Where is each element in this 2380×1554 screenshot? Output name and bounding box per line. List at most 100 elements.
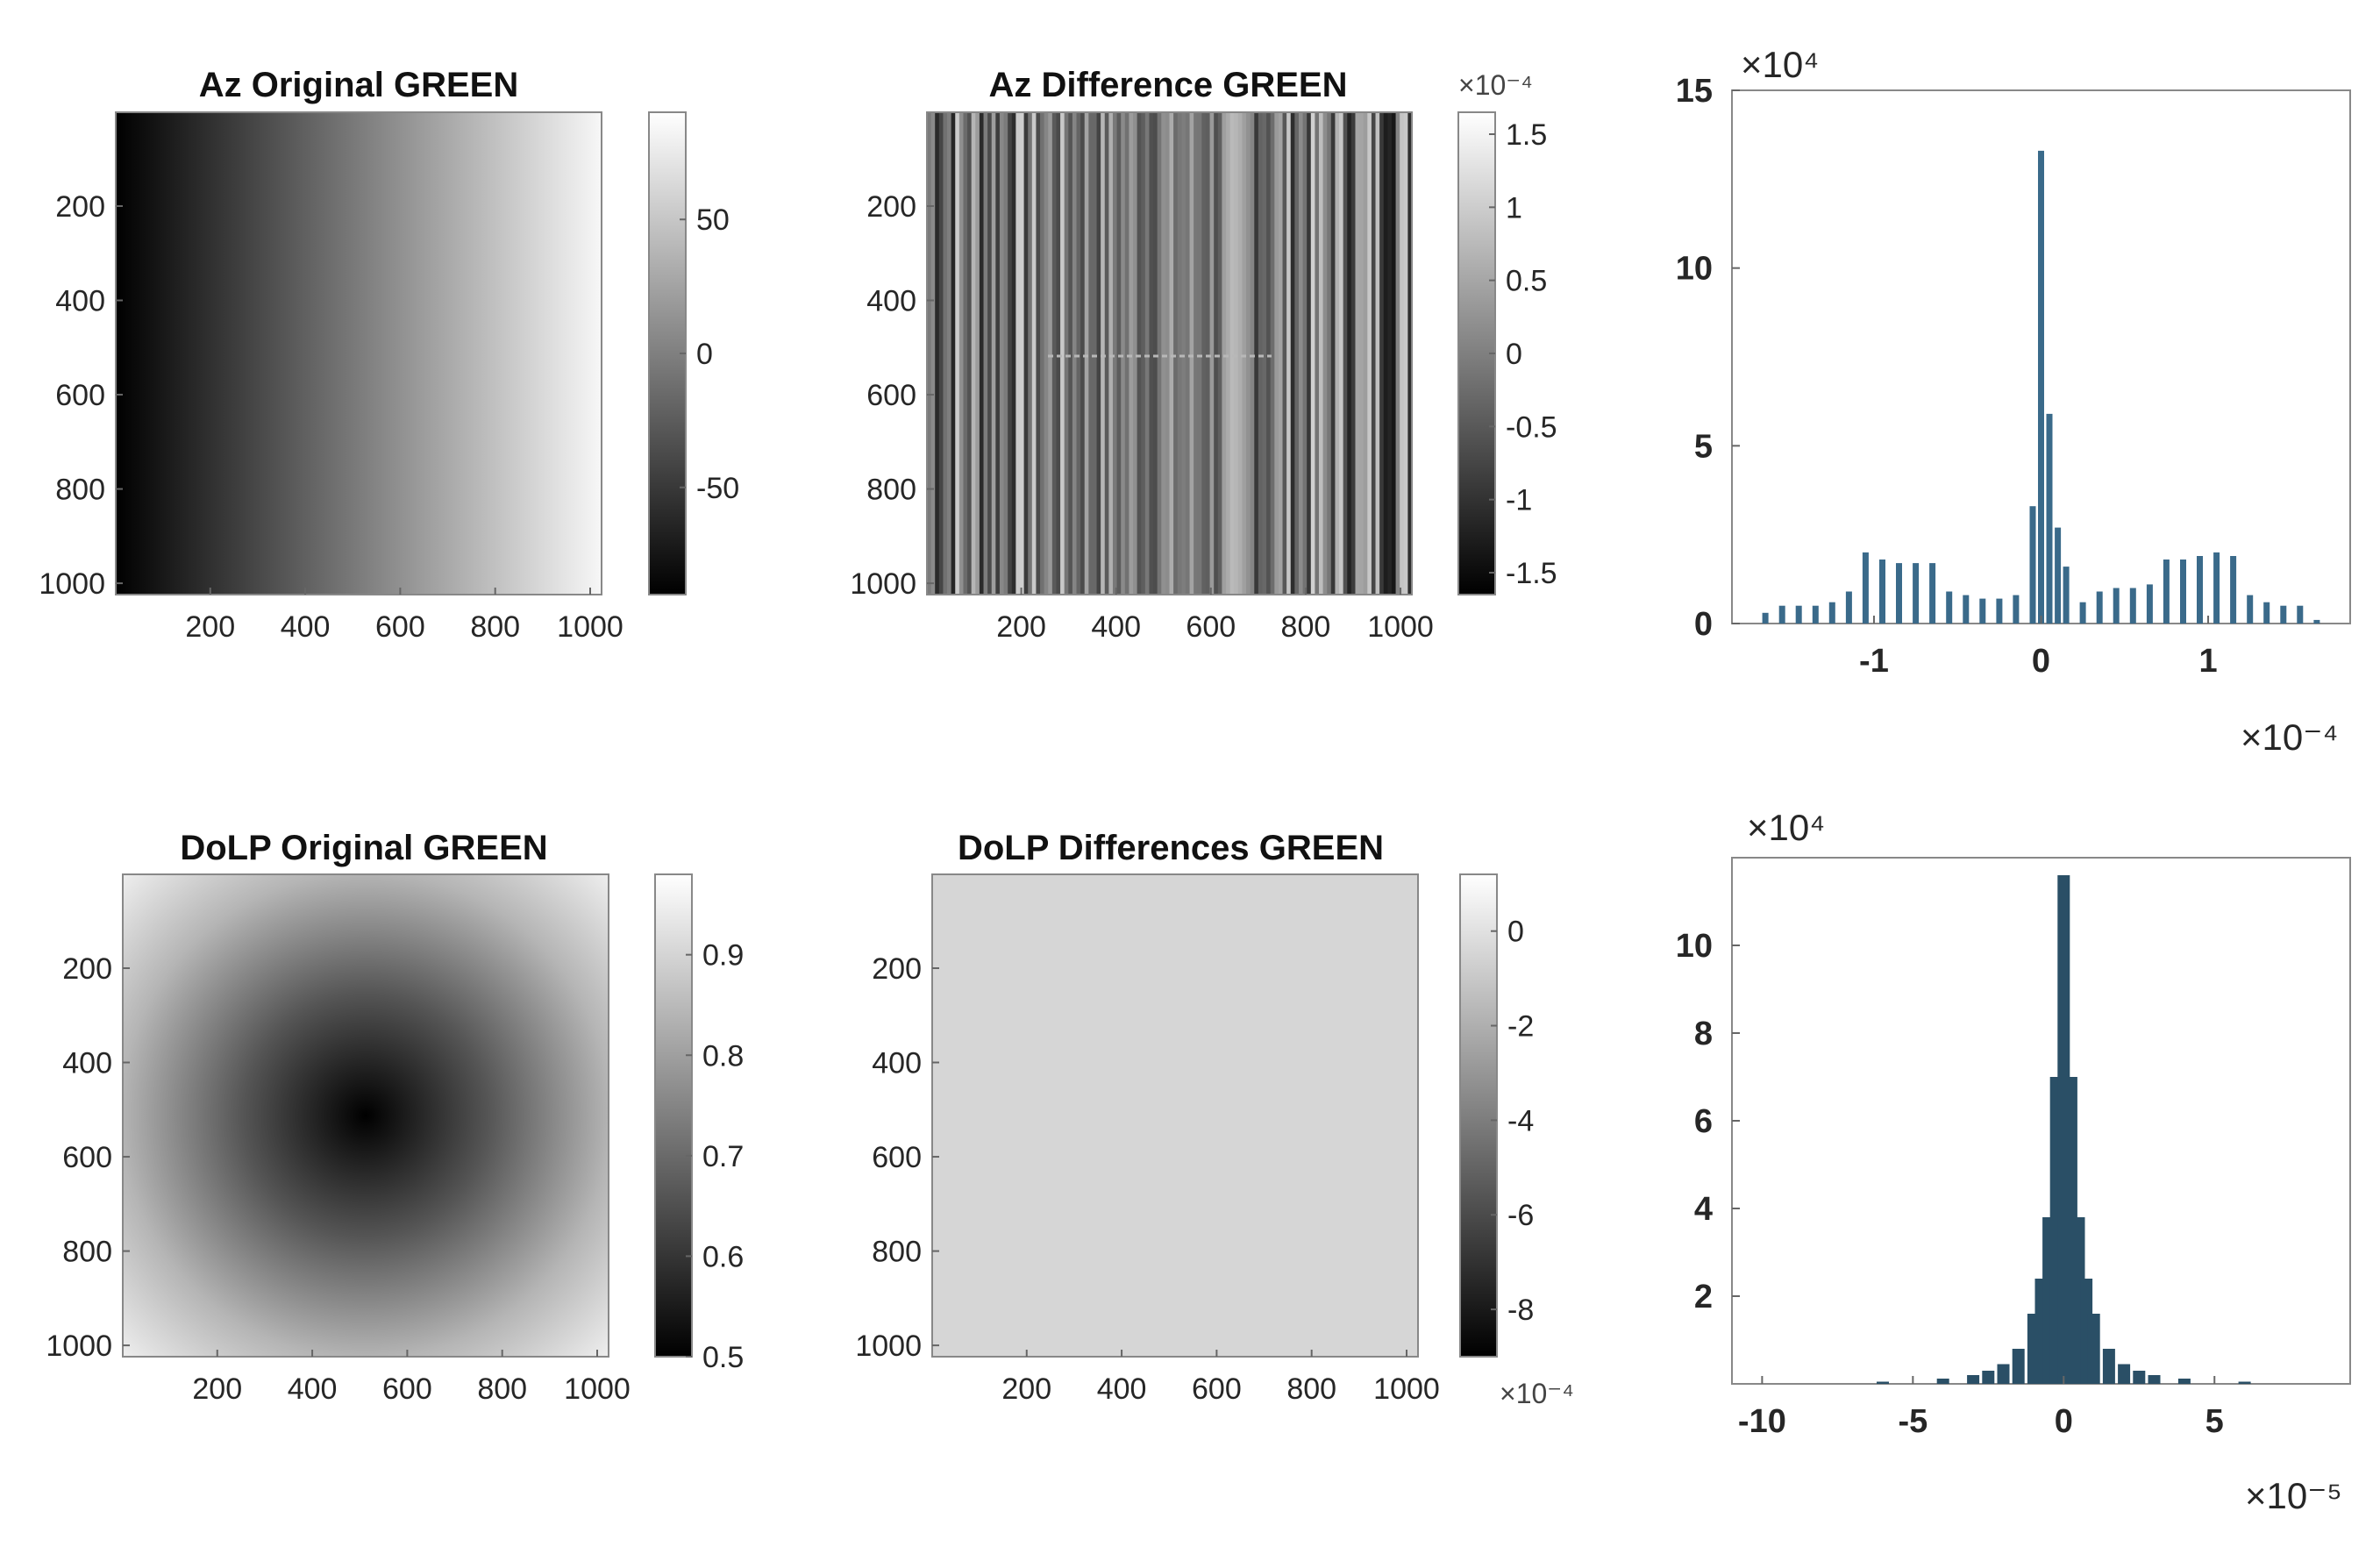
histogram-bar (2102, 1349, 2115, 1384)
histogram-bar (2096, 591, 2103, 624)
y-tick-label: 200 (62, 952, 112, 986)
stripe (1205, 112, 1211, 595)
x-tick-label: 1000 (557, 610, 624, 644)
histogram-bar (2230, 556, 2237, 624)
histogram-bar (2029, 506, 2036, 624)
axes-frame (122, 873, 609, 1358)
x-tick-label: 1000 (1373, 1372, 1440, 1406)
x-tick-label: 200 (996, 610, 1046, 644)
stripe (1181, 112, 1186, 595)
y-tick-label: 800 (55, 474, 105, 507)
stripe (1375, 112, 1380, 595)
histogram-bar (2297, 605, 2304, 624)
histogram-bar (1996, 598, 2003, 624)
stripe (1319, 112, 1324, 595)
stripe (1189, 112, 1194, 595)
x-tick-label: 0 (2055, 1403, 2073, 1440)
histogram-bar (2046, 413, 2053, 624)
x-tick-label: 200 (185, 610, 235, 644)
stripe (1237, 112, 1243, 595)
y-tick-label: 200 (872, 952, 922, 986)
stripe (1137, 112, 1142, 595)
histogram-bar (2180, 560, 2186, 624)
stripe (1144, 112, 1151, 595)
x-tick-label: 800 (1281, 610, 1331, 644)
stripe (1355, 112, 1360, 595)
histogram-bar (2313, 619, 2320, 624)
histogram-bar (2055, 527, 2062, 624)
stripe (1028, 112, 1033, 595)
panel-az-original: Az Original GREEN 200 400 600 800 1000 200 40… (39, 66, 739, 644)
stripe (1307, 112, 1312, 595)
histogram-bar (1879, 560, 1885, 624)
colorbar-tick-label: 0.9 (702, 939, 744, 973)
histogram-bar (2197, 556, 2203, 624)
stripe (1315, 112, 1320, 595)
y-tick-label: 5 (1694, 428, 1713, 465)
stripe (1391, 112, 1397, 595)
y-tick-label: 400 (872, 1047, 922, 1080)
stripe (1229, 112, 1235, 595)
stripe (1395, 112, 1400, 595)
stripe (1298, 112, 1304, 595)
y-tick-label: 4 (1694, 1191, 1713, 1228)
histogram-bar (2113, 588, 2120, 624)
stripe (971, 112, 976, 595)
stripe (1051, 112, 1058, 595)
x-tick-label: 200 (1001, 1372, 1051, 1406)
x-tick-label: 600 (1186, 610, 1236, 644)
stripe (967, 112, 973, 595)
stripe (1124, 112, 1130, 595)
stripe (1116, 112, 1122, 595)
y-tick-label: 1000 (46, 1329, 112, 1363)
stripe (1242, 112, 1247, 595)
stripe (1064, 112, 1069, 595)
stripe (1197, 112, 1202, 595)
histogram-bar (1967, 1375, 1980, 1384)
histogram-bar (1997, 1364, 2010, 1384)
stripe (1173, 112, 1179, 595)
stripe (1270, 112, 1275, 595)
y-tick-label: 400 (55, 285, 105, 318)
colorbar-tick-label: 0.6 (702, 1240, 744, 1273)
histogram-bar (2148, 1375, 2161, 1384)
stripe (1350, 112, 1357, 595)
colorbar-tick-label: 50 (696, 203, 730, 237)
stripe (1302, 112, 1308, 595)
stripe (1008, 112, 1013, 595)
colorbar-tick-label: 0 (1507, 916, 1524, 949)
histogram-bar (1963, 595, 1970, 624)
stripe (1129, 112, 1134, 595)
stripe (987, 112, 993, 595)
x-tick-label: 400 (281, 610, 331, 644)
y-tick-label: 800 (872, 1236, 922, 1269)
histogram-bar (1979, 598, 1986, 624)
stripe (1343, 112, 1348, 595)
histogram-bar (1862, 552, 1869, 624)
histogram-bar (2013, 595, 2020, 624)
histogram-bar (1913, 563, 1920, 624)
stripe (1407, 112, 1413, 595)
colorbar-tick-label: 1.5 (1506, 118, 1547, 152)
stripe (1330, 112, 1336, 595)
stripe (1092, 112, 1098, 595)
x-tick-label: 600 (382, 1372, 432, 1406)
histogram-bar (1936, 1379, 1949, 1384)
stripe (1371, 112, 1377, 595)
stripe (1096, 112, 1101, 595)
stripe (1015, 112, 1021, 595)
colorbar-exponent: ×10⁻⁴ (1458, 69, 1533, 101)
axes-frame (926, 111, 1413, 595)
stripe (1246, 112, 1251, 595)
stripe (1072, 112, 1078, 595)
stripe (1363, 112, 1368, 595)
histogram-bar (2063, 567, 2070, 624)
stripe (1101, 112, 1106, 595)
stripe (1161, 112, 1166, 595)
stripe (1201, 112, 1207, 595)
stripe (1076, 112, 1081, 595)
y-tick-label: 800 (866, 474, 916, 507)
y-tick-label: 1000 (850, 567, 916, 601)
y-tick-label: 10 (1676, 928, 1713, 965)
x-tick-label: 1 (2198, 643, 2217, 680)
